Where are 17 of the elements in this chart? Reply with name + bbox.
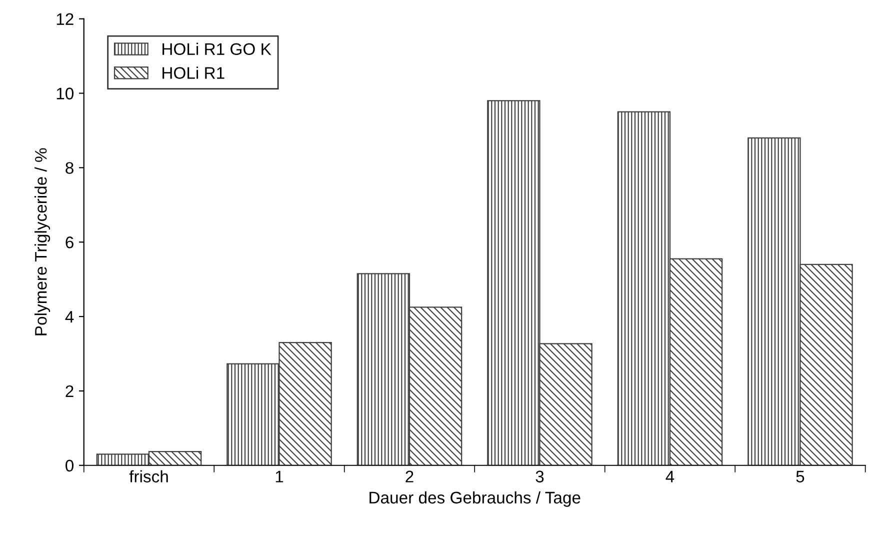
x-axis-title: Dauer des Gebrauchs / Tage [370,491,580,507]
x-tick-label: 4 [666,470,674,482]
x-tick-label: 3 [536,470,544,482]
y-tick-label: 0 [66,460,74,472]
x-tick-label: 5 [796,470,804,482]
legend-label: HOLi R1 GO K [162,42,272,56]
y-tick-label: 10 [56,88,74,100]
x-tick-label: 1 [276,470,284,482]
y-tick-label: 6 [66,236,74,248]
y-tick-label: 12 [56,13,74,25]
y-tick-label: 2 [66,385,74,397]
y-axis-title: Polymere Triglyceride / % [34,148,50,336]
x-tick-label: frisch [129,470,168,482]
legend-label: HOLi R1 [162,66,224,79]
y-tick-label: 4 [65,311,74,323]
y-tick-label: 8 [66,162,74,174]
x-tick-label: 2 [406,470,414,482]
